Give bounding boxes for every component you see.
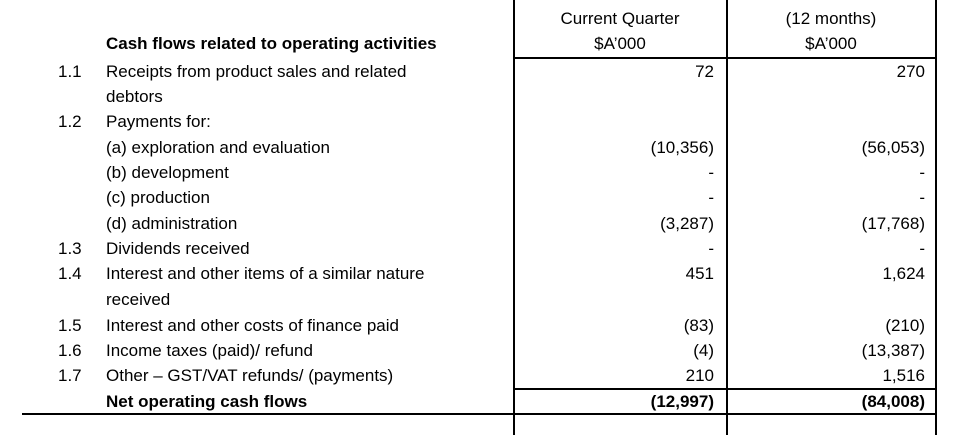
row-number: 1.7 [58,366,82,385]
row-label: Interest and other items of a similar na… [106,264,425,283]
row-label: Interest and other costs of finance paid [106,316,399,335]
year-to-date-value: - [919,188,925,207]
section-title: Cash flows related to operating activiti… [106,34,437,53]
total-year-to-date-value: (84,008) [861,392,925,411]
current-quarter-value: (10,356) [650,138,714,157]
row-number: 1.2 [58,112,82,131]
current-quarter-value: 451 [685,264,714,283]
year-to-date-header: (12 months) [785,9,877,28]
row-number: 1.5 [58,316,82,335]
current-quarter-value: 72 [695,62,714,81]
total-rule-top [513,388,936,390]
year-to-date-value: - [919,239,925,258]
current-quarter-value: (4) [693,341,714,360]
row-label: Income taxes (paid)/ refund [106,341,313,360]
row-number: 1.4 [58,264,82,283]
year-to-date-unit: $A’000 [805,34,857,53]
row-label-continued: debtors [106,87,163,106]
year-to-date-value: (56,053) [861,138,925,157]
row-label: (d) administration [106,214,238,233]
current-quarter-value: 210 [685,366,714,385]
current-quarter-unit: $A’000 [594,34,646,53]
year-to-date-value: (210) [885,316,925,335]
column-divider-right [935,0,937,435]
total-current-quarter-value: (12,997) [650,392,714,411]
row-label: Dividends received [106,239,250,258]
current-quarter-header: Current Quarter [560,9,680,28]
row-label: Payments for: [106,112,211,131]
header-rule [513,57,936,59]
row-number: 1.3 [58,239,82,258]
row-label: (c) production [106,188,210,207]
year-to-date-value: 1,516 [882,366,925,385]
current-quarter-value: (3,287) [660,214,714,233]
year-to-date-value: 270 [896,62,925,81]
current-quarter-value: - [708,163,714,182]
year-to-date-value: (17,768) [861,214,925,233]
row-label-continued: received [106,290,171,309]
current-quarter-value: - [708,188,714,207]
year-to-date-value: - [919,163,925,182]
row-number: 1.6 [58,341,82,360]
total-rule-bottom [22,413,936,415]
column-divider-left [513,0,515,435]
row-label: (a) exploration and evaluation [106,138,330,157]
year-to-date-value: (13,387) [861,341,925,360]
total-label: Net operating cash flows [106,392,308,411]
current-quarter-value: (83) [683,316,714,335]
year-to-date-value: 1,624 [882,264,925,283]
row-label: (b) development [106,163,229,182]
row-number: 1.1 [58,62,82,81]
column-divider-middle [726,0,728,435]
row-label: Other – GST/VAT refunds/ (payments) [106,366,394,385]
current-quarter-value: - [708,239,714,258]
row-label: Receipts from product sales and related [106,62,407,81]
